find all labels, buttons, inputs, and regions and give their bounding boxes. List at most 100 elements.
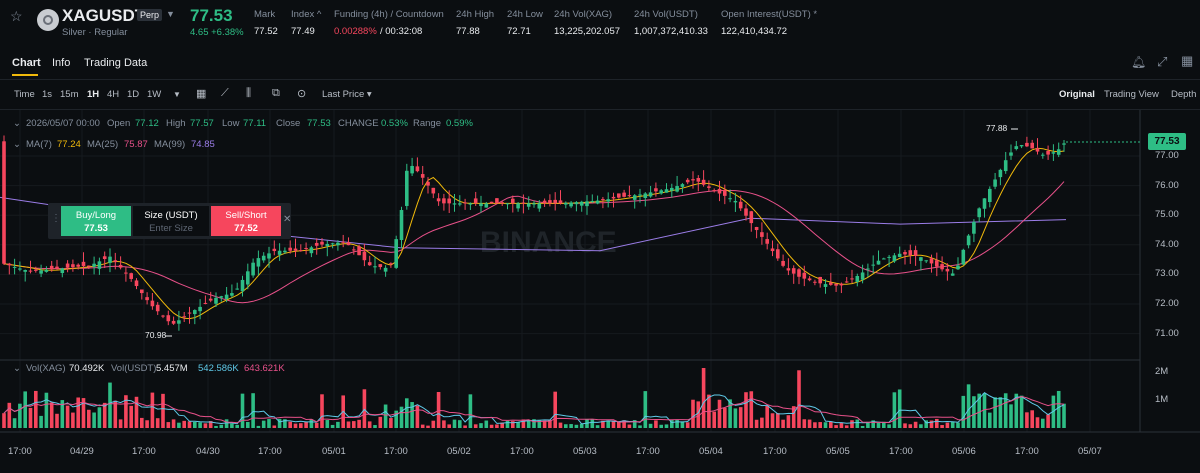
candle-body [81, 261, 86, 267]
buy-label: Buy/Long [75, 210, 117, 221]
view-depth[interactable]: Depth [1171, 89, 1197, 100]
volume-bar [283, 419, 287, 428]
candle-body [876, 260, 881, 265]
tab-trading-data[interactable]: Trading Data [84, 57, 148, 69]
collapse-vol-icon[interactable]: ⌄ [13, 363, 21, 374]
volume-bar [118, 419, 123, 428]
candle-body [60, 268, 65, 274]
vol-xag-legend-value: 70.492K [69, 363, 105, 374]
candle-body [436, 198, 441, 202]
volume-bar [203, 423, 208, 428]
grid-layout-icon[interactable]: ▦ [1181, 53, 1194, 68]
volume-bar [712, 411, 716, 428]
candle-body [781, 260, 785, 266]
tab-chart[interactable]: Chart [12, 57, 41, 69]
indicators-icon[interactable]: ⧉ [272, 87, 280, 99]
funding-label: Funding (4h) / Countdown [334, 9, 444, 20]
volume-bar [198, 422, 202, 428]
calendar-icon[interactable]: ▦ [196, 88, 207, 100]
time-tick: 05/03 [573, 446, 597, 457]
volume-bar [23, 391, 27, 428]
settings-icon[interactable]: ⊙ [297, 88, 307, 100]
volume-bar [452, 419, 457, 428]
candle-body [871, 264, 875, 266]
candle-body [479, 203, 483, 207]
volume-bar [431, 420, 436, 428]
interval-15m[interactable]: 15m [60, 89, 79, 100]
volume-bar [352, 421, 356, 428]
candle-body [760, 232, 764, 237]
drag-handle-icon[interactable]: ⋮ [51, 213, 61, 224]
candle-body [410, 165, 414, 174]
interval-1w[interactable]: 1W [147, 89, 162, 100]
price-chart[interactable]: BINANCE 77.88 70.98 [0, 110, 1200, 473]
buy-long-button[interactable]: Buy/Long 77.53 [61, 206, 131, 236]
volume-bar [558, 422, 563, 428]
volume-bar [155, 418, 160, 428]
candle-body [44, 269, 49, 272]
tab-info[interactable]: Info [52, 57, 71, 69]
volume-bar [373, 425, 377, 428]
price-type-select[interactable]: Last Price ▾ [322, 89, 372, 100]
view-trading-view[interactable]: Trading View [1104, 89, 1159, 100]
candle-body [362, 251, 367, 261]
sell-short-button[interactable]: Sell/Short 77.52 [211, 206, 281, 236]
favorite-star-icon[interactable]: ☆ [10, 8, 23, 24]
candle-body [304, 247, 308, 249]
candle-body [940, 264, 944, 270]
volume-bar [834, 425, 838, 428]
collapse-legend-icon[interactable]: ⌄ [13, 118, 21, 129]
index-label[interactable]: Index ^ [291, 9, 322, 20]
symbol-title[interactable]: XAGUSDT [62, 6, 146, 25]
close-icon[interactable]: ✕ [283, 214, 292, 225]
candle-body [553, 199, 557, 204]
size-placeholder: Enter Size [149, 223, 193, 234]
candle-body [818, 276, 822, 284]
volume-bar [654, 420, 658, 428]
volume-bar [738, 407, 743, 428]
candle-body [813, 281, 817, 283]
bell-icon[interactable]: 🔔︎ [1131, 55, 1147, 69]
time-tick: 17:00 [510, 446, 534, 457]
candle-body [87, 265, 91, 267]
candle-body [203, 302, 208, 304]
candle-body [193, 310, 197, 315]
volume-bar [929, 420, 934, 428]
binance-watermark: BINANCE [480, 226, 617, 259]
view-original[interactable]: Original [1059, 89, 1095, 100]
volume-bar [972, 396, 976, 428]
expand-icon[interactable]: ⤢ [1157, 54, 1168, 69]
volume-bar [516, 422, 520, 428]
candle-body [118, 264, 123, 268]
interval-dropdown-icon[interactable]: ▼ [173, 90, 181, 99]
volume-bar [277, 418, 282, 428]
candle-body [882, 258, 886, 260]
interval-1s[interactable]: 1s [42, 89, 53, 100]
candles-icon[interactable]: ⫼ [246, 87, 252, 99]
ohlc-change: 0.53% [381, 118, 408, 129]
chart-type-icon[interactable]: ⟋ [221, 87, 229, 99]
candle-body [23, 270, 27, 272]
volume-bar [564, 424, 568, 428]
mark-value: 77.52 [254, 26, 278, 37]
interval-1d[interactable]: 1D [127, 89, 140, 100]
candle-body [754, 226, 759, 231]
interval-time[interactable]: Time [14, 89, 35, 100]
volume-bar [733, 408, 738, 428]
candle-body [956, 265, 960, 270]
volume-bar [415, 405, 420, 428]
candle-body [765, 239, 769, 244]
interval-4h[interactable]: 4H [107, 89, 120, 100]
volume-bar [1035, 417, 1040, 428]
collapse-ma-icon[interactable]: ⌄ [13, 139, 21, 150]
volume-ma-path [3, 395, 1065, 424]
size-input[interactable]: Size (USDT) Enter Size [133, 206, 209, 236]
candle-body [542, 200, 547, 204]
sell-price: 77.52 [234, 223, 258, 234]
candle-body [1041, 154, 1045, 156]
chevron-down-icon[interactable]: ▼ [166, 9, 175, 19]
candle-body [844, 281, 849, 283]
volume-bar [1003, 393, 1008, 428]
vol-xag-value: 13,225,202.057 [554, 26, 621, 37]
interval-1h[interactable]: 1H [87, 89, 100, 100]
